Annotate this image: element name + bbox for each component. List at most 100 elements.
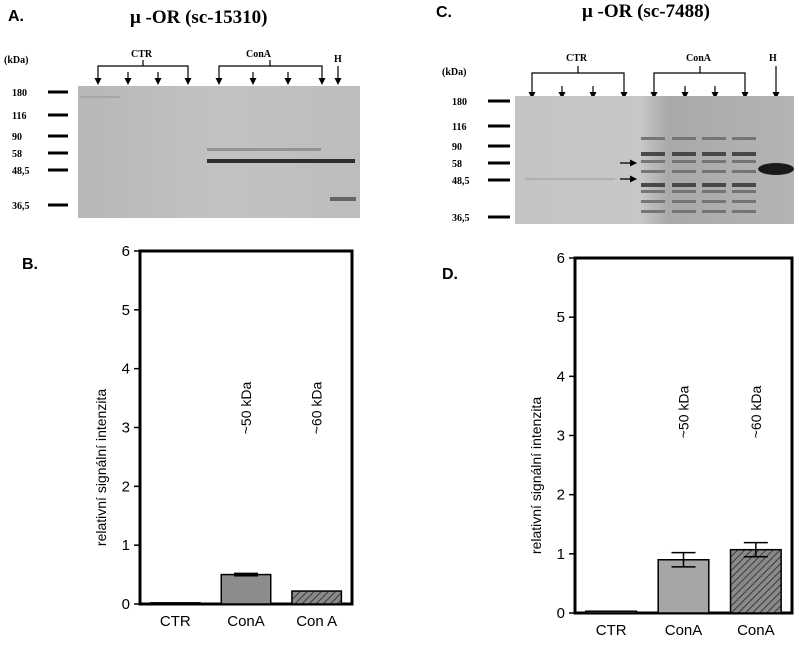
bar: [585, 610, 638, 614]
lane-arrow-head: [94, 78, 102, 85]
panel-a-title: μ -OR (sc-15310): [130, 7, 267, 28]
blot-band: [702, 210, 726, 213]
bar: [729, 548, 782, 614]
y-tick-label: 0: [122, 596, 130, 613]
marker-label: 116: [452, 122, 466, 133]
bar: [291, 590, 343, 605]
blot-band: [732, 170, 756, 173]
panel-a-kda-header: (kDa): [4, 55, 28, 66]
marker-label: 180: [12, 88, 27, 99]
bar: [220, 573, 272, 605]
panel-a-group-h: H: [334, 54, 342, 65]
x-tick-label: CTR: [160, 613, 191, 630]
panel-a-blot: A. μ -OR (sc-15310) (kDa) CTR ConA H 180…: [4, 7, 360, 218]
lane-arrow-head: [650, 92, 658, 99]
panel-c-lane-arrows: [531, 66, 746, 86]
lane-arrow-head: [681, 92, 689, 99]
y-tick-label: 3: [557, 428, 565, 445]
lane-arrow-head: [184, 78, 192, 85]
panel-d-chart: 0 1 2 3 4 5 6 relativní signální intenzita CTR Co…: [528, 250, 794, 639]
panel-c-bands: [525, 137, 794, 213]
panel-a-arrows: [94, 66, 342, 85]
blot-band: [758, 163, 794, 175]
lane-arrow-head: [711, 92, 719, 99]
y-axis-label: relativní signální intenzita: [528, 397, 544, 554]
marker-label: 90: [452, 142, 462, 153]
blot-band: [732, 152, 756, 156]
blot-band: [732, 183, 756, 187]
blot-band: [641, 210, 665, 213]
lane-arrow-head: [589, 92, 597, 99]
blot-band: [641, 160, 665, 163]
y-tick-label: 5: [122, 302, 130, 319]
blot-band: [641, 152, 665, 156]
panel-c-group-cona: ConA: [686, 53, 712, 64]
panel-c-group-ctr: CTR: [566, 53, 588, 64]
blot-band: [641, 137, 665, 140]
lane-arrow-head: [334, 78, 342, 85]
y-axis-label: relativní signální intenzita: [93, 389, 109, 546]
lane-arrow-head: [772, 92, 780, 99]
lane-arrow-head: [620, 92, 628, 99]
blot-band: [702, 170, 726, 173]
blot-band: [641, 200, 665, 203]
panel-c-marker-ladder: 180 116 90 58 48,5 36,5: [452, 97, 510, 224]
marker-label: 36,5: [12, 201, 30, 212]
lane-arrow-head: [249, 78, 257, 85]
panel-a-group-ctr: CTR: [131, 49, 153, 60]
marker-label: 48,5: [452, 176, 470, 187]
blot-band: [702, 152, 726, 156]
panel-c-letter: C.: [436, 4, 452, 21]
marker-label: 36,5: [452, 213, 470, 224]
panel-b-chart: 0 1 2 3 4 5 6 relativní signální intenzita CTR Co…: [93, 243, 354, 630]
panel-a-marker-ladder: 180 116 90 58 48,5 36,5: [12, 88, 68, 212]
blot-band: [641, 183, 665, 187]
bar-annotation: ~50 kDa: [676, 386, 692, 439]
blot-band: [702, 160, 726, 163]
panel-a-membrane: [78, 86, 360, 218]
panel-a-bands: [80, 96, 356, 201]
panel-a-lane-arrows: [97, 60, 323, 72]
y-tick-label: 1: [122, 537, 130, 554]
lane-arrow-head: [154, 78, 162, 85]
bar: [149, 602, 201, 605]
marker-label: 90: [12, 132, 22, 143]
panel-c-blot: C. μ -OR (sc-7488) (kDa) CTR ConA H 1801…: [436, 1, 794, 224]
blot-band: [672, 210, 696, 213]
blot-band: [672, 137, 696, 140]
panel-c-group-h: H: [769, 53, 777, 64]
panel-a-letter: A.: [8, 8, 24, 25]
bar-annotation: ~60 kDa: [748, 386, 764, 439]
blot-band: [702, 137, 726, 140]
x-tick-label: ConA: [737, 622, 775, 639]
x-tick-label: ConA: [665, 622, 703, 639]
y-tick-label: 6: [122, 243, 130, 260]
panel-a-group-cona: ConA: [246, 49, 272, 60]
blot-band: [641, 190, 665, 193]
panel-c-title: μ -OR (sc-7488): [582, 1, 710, 22]
blot-band: [702, 190, 726, 193]
blot-band: [641, 170, 665, 173]
y-tick-label: 3: [122, 420, 130, 437]
blot-band: [732, 137, 756, 140]
blot-band: [702, 200, 726, 203]
blot-band: [732, 210, 756, 213]
lane-arrow-head: [318, 78, 326, 85]
lane-arrow-head: [741, 92, 749, 99]
bar-annotation: ~50 kDa: [238, 382, 254, 435]
marker-label: 180: [452, 97, 467, 108]
y-tick-label: 2: [557, 487, 565, 504]
blot-band: [672, 200, 696, 203]
y-tick-label: 6: [557, 250, 565, 267]
y-tick-label: 0: [557, 605, 565, 622]
marker-label: 116: [12, 111, 26, 122]
panel-b-letter: B.: [22, 256, 38, 273]
x-tick-label: ConA: [227, 613, 265, 630]
panel-c-arrows: [528, 66, 780, 99]
lane-arrow-head: [284, 78, 292, 85]
blot-band: [732, 200, 756, 203]
panel-c-band-pointers: [620, 159, 637, 183]
lane-arrow-head: [558, 92, 566, 99]
y-tick-label: 4: [557, 368, 565, 385]
